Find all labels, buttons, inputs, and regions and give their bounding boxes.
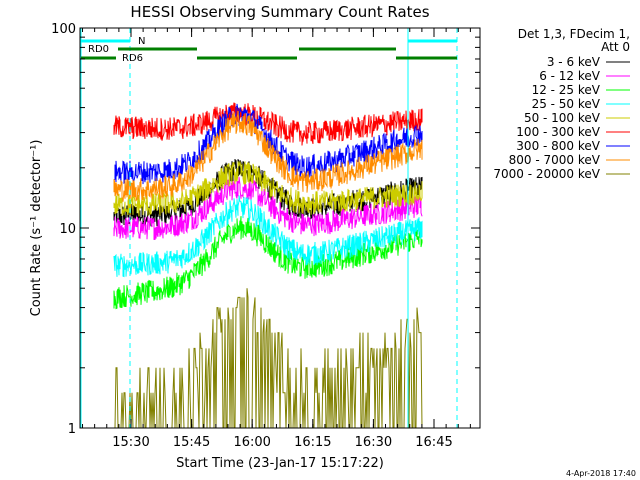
flag-label-rd0: RD0 xyxy=(88,44,109,55)
legend-label-4: 25 - 50 keV xyxy=(532,97,601,111)
legend-label-8: 800 - 7000 keV xyxy=(509,153,601,167)
x-tick-label-2: 15:45 xyxy=(173,435,210,450)
legend-label-5: 50 - 100 keV xyxy=(524,111,601,125)
flag-label-rd6: RD6 xyxy=(122,53,143,64)
y-tick-label-3: 100 xyxy=(51,22,76,37)
y-tick-label-2: 10 xyxy=(59,222,76,237)
x-tick-label-4: 16:15 xyxy=(294,435,331,450)
series-line-8 xyxy=(113,111,423,202)
plot-area: RD0 RD6 N xyxy=(80,28,458,428)
legend-label-7: 300 - 800 keV xyxy=(516,139,600,153)
legend-label-6: 100 - 300 keV xyxy=(516,125,600,139)
series-line-9 xyxy=(114,288,423,428)
x-tick-label-1: 15:30 xyxy=(112,435,149,450)
legend-label-1: 3 - 6 keV xyxy=(547,55,601,69)
legend-header-line-1: Det 1,3, FDecim 1, xyxy=(518,27,630,41)
x-tick-label-6: 16:45 xyxy=(415,435,452,450)
x-tick-label-5: 16:30 xyxy=(355,435,392,450)
y-tick-label-1: 1 xyxy=(68,422,76,437)
legend-label-3: 12 - 25 keV xyxy=(532,83,601,97)
y-axis-label: Count Rate (s⁻¹ detector⁻¹) xyxy=(29,140,44,317)
legend-header-line-2: Att 0 xyxy=(601,40,630,54)
legend-label-2: 6 - 12 keV xyxy=(539,69,601,83)
x-axis-label: Start Time (23-Jan-17 15:17:22) xyxy=(176,456,384,471)
series-line-5 xyxy=(113,161,423,217)
footer-timestamp: 4-Apr-2018 17:40 xyxy=(566,469,636,478)
series-line-2 xyxy=(113,177,423,241)
chart-title: HESSI Observing Summary Count Rates xyxy=(130,3,429,21)
series-line-1 xyxy=(113,158,423,228)
series-line-4 xyxy=(113,195,423,278)
series-line-3 xyxy=(113,216,423,310)
x-tick-label-3: 16:00 xyxy=(233,435,270,450)
marker-label-n: N xyxy=(138,36,145,47)
series-line-6 xyxy=(113,102,423,146)
axes: 1 10 100 15:30 15:45 16:00 16:15 16:30 16:45 xyxy=(51,22,481,450)
legend-label-9: 7000 - 20000 keV xyxy=(493,167,600,181)
